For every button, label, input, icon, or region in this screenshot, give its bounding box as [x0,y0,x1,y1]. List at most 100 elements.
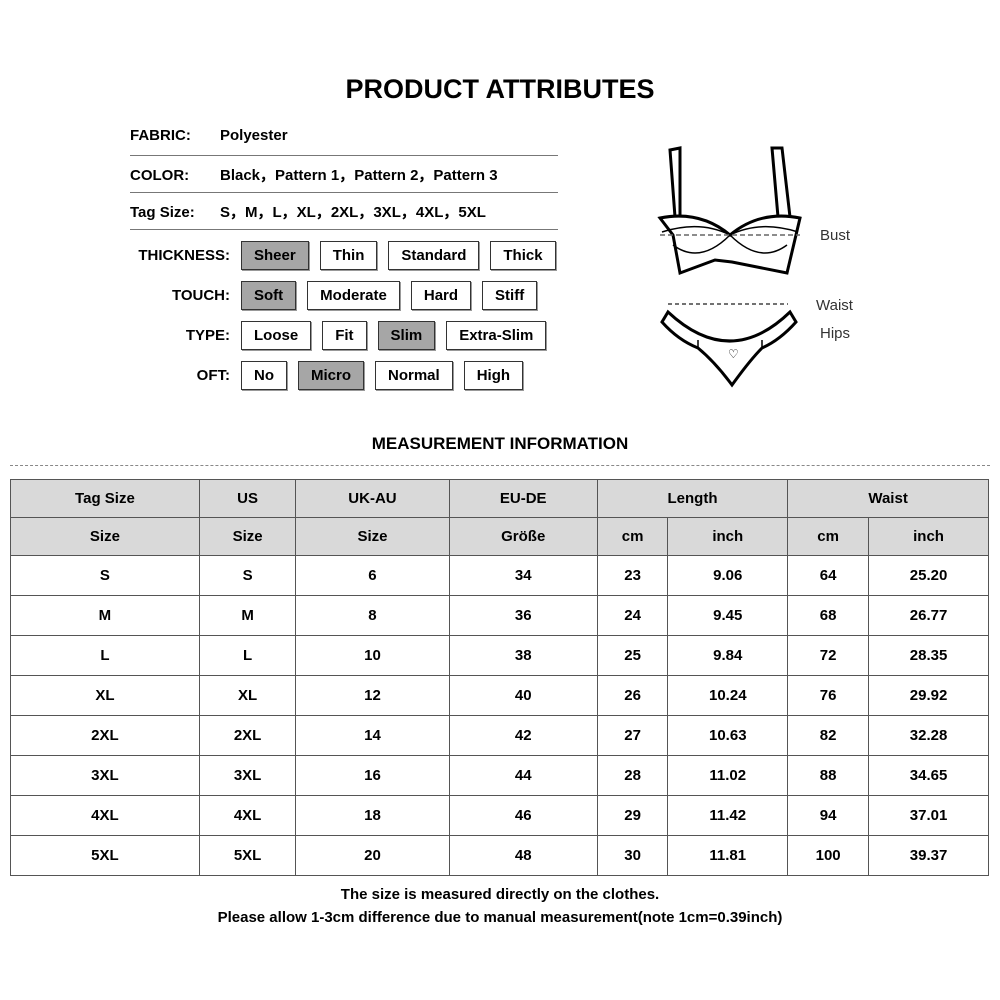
header-cell: US [198,479,297,518]
table-cell: 2XL [10,715,200,756]
dashed-divider [10,465,990,466]
table-row: M M 8 36 24 9.45 68 26.77 [10,595,989,636]
table-cell: 29 [596,795,669,836]
table-cell: 11.02 [667,755,789,796]
table-cell: M [10,595,200,636]
header-cell: Tag Size [10,479,200,518]
table-cell: S [198,555,297,596]
table-cell: 9.84 [667,635,789,676]
option-label: THICKNESS: [138,246,230,264]
bra-illustration [657,146,802,276]
table-cell: L [198,635,297,676]
option-row: TYPE: Loose Fit Slim Extra-Slim [120,320,557,350]
table-cell: 46 [448,795,598,836]
attr-color: COLOR: Black，Pattern 1，Pattern 2，Pattern … [130,164,558,185]
table-cell: 76 [787,675,870,716]
note-line: Please allow 1-3cm difference due to man… [217,909,783,926]
option-label: TYPE: [185,326,230,344]
table-row: S S 6 34 23 9.06 64 25.20 [10,555,989,596]
subheader-cell: Size [295,517,450,556]
table-cell: 32.28 [868,715,989,756]
panty-illustration [660,309,798,388]
table-cell: 36 [448,595,598,636]
table-cell: 6 [295,555,450,596]
attr-label: Tag Size: [130,204,195,221]
table-cell: 64 [787,555,870,596]
table-cell: 39.37 [868,835,989,876]
table-cell: S [10,555,200,596]
header-cell: Waist [787,479,989,518]
subheader-row: Size Size Size Größe cm inch cm inch [10,517,989,556]
table-cell: 12 [295,675,450,716]
table-cell: 27 [596,715,669,756]
table-cell: 9.45 [667,595,789,636]
table-cell: 34.65 [868,755,989,796]
table-cell: 30 [596,835,669,876]
table-cell: 26 [596,675,669,716]
option-chip: Thin [319,240,378,270]
attr-fabric: FABRIC: Polyester [130,127,558,144]
lingerie-figure: ♡ Bust Waist Hips [657,146,854,388]
header-cell: UK-AU [295,479,450,518]
option-chip: Extra-Slim [446,320,547,350]
option-chip: Thick [490,240,556,270]
table-cell: 82 [787,715,870,756]
table-cell: 5XL [10,835,200,876]
table-cell: L [10,635,200,676]
table-cell: 72 [787,635,870,676]
option-label: OFT: [196,366,230,384]
table-cell: 44 [448,755,598,796]
bust-label: Bust [820,227,851,244]
heart-icon: ♡ [728,347,739,361]
option-row: TOUCH: Soft Moderate Hard Stiff [120,280,548,310]
table-cell: 9.06 [667,555,789,596]
attr-tag-size: Tag Size: S，M，L，XL，2XL，3XL，4XL，5XL [130,201,558,222]
table-row: XL XL 12 40 26 10.24 76 29.92 [10,675,989,716]
attr-label: FABRIC: [130,127,191,144]
divider [130,229,558,230]
option-chip: Stiff [482,280,538,310]
table-cell: 3XL [198,755,297,796]
attr-label: COLOR: [130,167,190,184]
table-cell: 25.20 [868,555,989,596]
option-chip: Hard [410,280,472,310]
table-cell: 10 [295,635,450,676]
table-cell: 24 [596,595,669,636]
subheader-cell: Size [10,517,200,556]
table-cell: 20 [295,835,450,876]
table-cell: 23 [596,555,669,596]
table-cell: 88 [787,755,870,796]
table-cell: 100 [787,835,870,876]
table-row: L L 10 38 25 9.84 72 28.35 [10,635,989,676]
table-cell: M [198,595,297,636]
header-cell: Length [596,479,789,518]
table-cell: 14 [295,715,450,756]
subheader-cell: Größe [448,517,598,556]
table-cell: 16 [295,755,450,796]
option-chip: Slim [377,320,436,350]
table-cell: 2XL [198,715,297,756]
option-chip: High [463,360,524,390]
table-cell: 11.42 [667,795,789,836]
waist-label: Waist [816,297,854,314]
table-cell: 8 [295,595,450,636]
table-cell: 68 [787,595,870,636]
option-chip: Standard [388,240,480,270]
table-cell: 28.35 [868,635,989,676]
option-chip: Moderate [307,280,400,310]
subheader-cell: Size [198,517,297,556]
table-cell: 4XL [198,795,297,836]
table-cell: 10.63 [667,715,789,756]
header-cell: EU-DE [448,479,598,518]
subheader-cell: cm [787,517,870,556]
attr-value: Black，Pattern 1，Pattern 2，Pattern 3 [220,167,498,184]
measurement-title: MEASUREMENT INFORMATION [371,434,629,453]
table-cell: 40 [448,675,598,716]
table-cell: 11.81 [667,835,789,876]
table-cell: 38 [448,635,598,676]
divider [130,192,558,193]
table-cell: 5XL [198,835,297,876]
table-cell: 10.24 [667,675,789,716]
option-label: TOUCH: [171,286,230,304]
